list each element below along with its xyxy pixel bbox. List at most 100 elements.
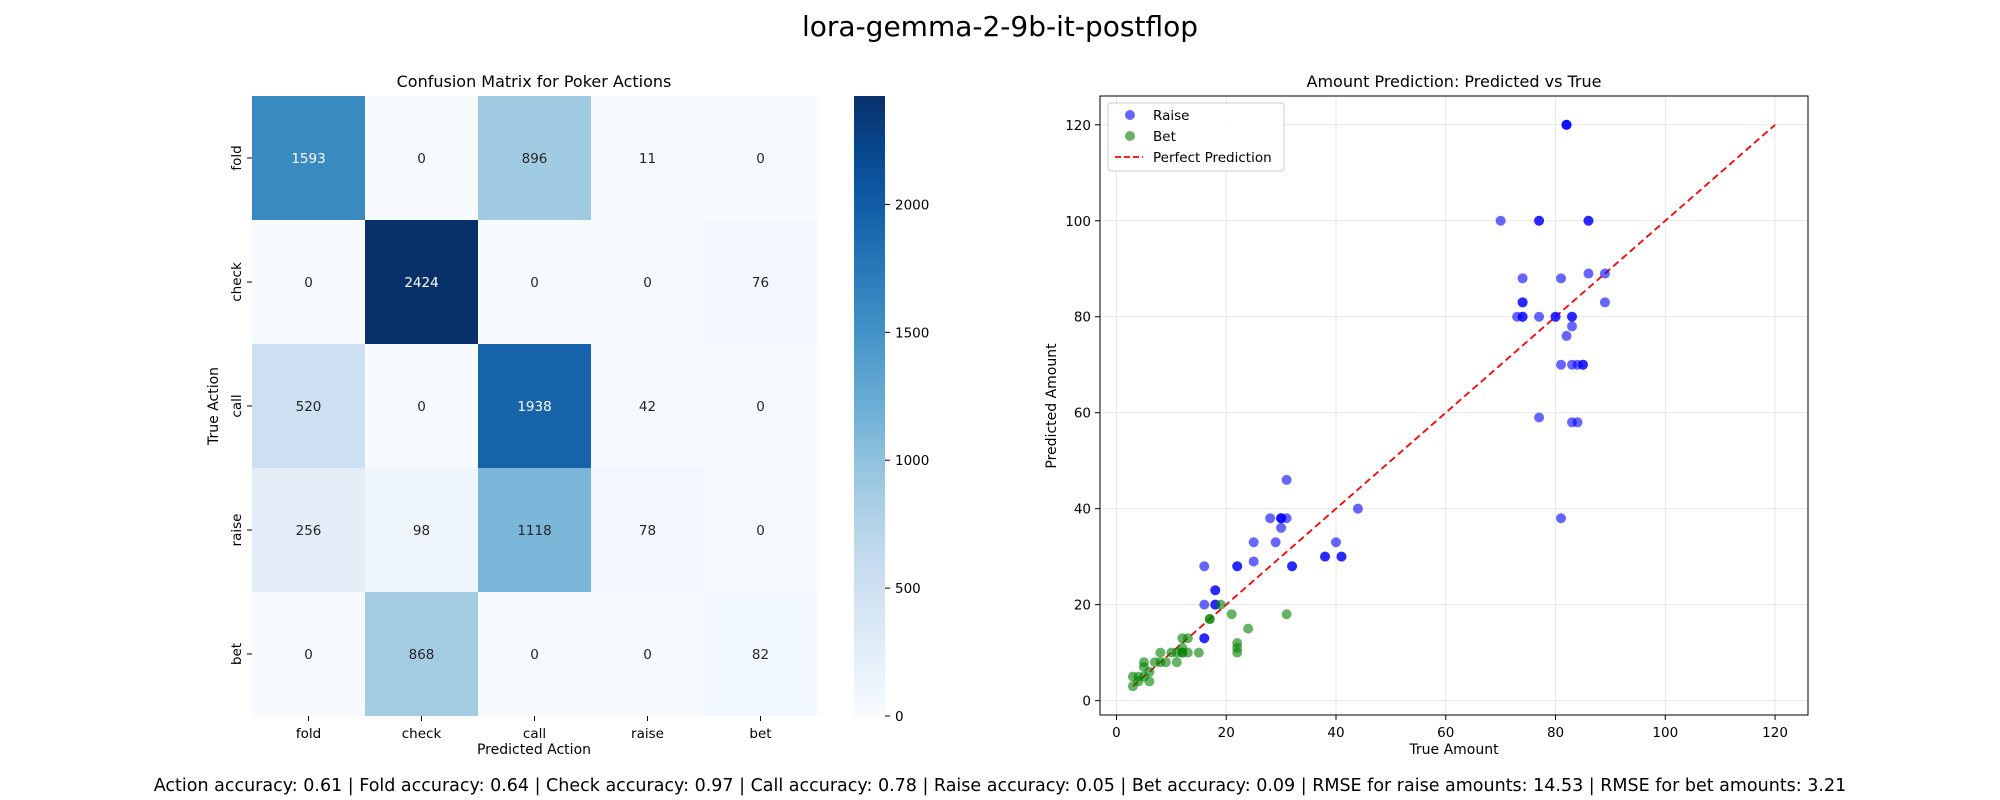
- heatmap-cell-value: 82: [752, 647, 769, 663]
- heatmap-xtick-label: call: [523, 726, 546, 742]
- heatmap-cell: [252, 592, 365, 716]
- scatter-xtick-label: 20: [1218, 725, 1235, 741]
- heatmap-cell-value: 1593: [291, 151, 325, 167]
- heatmap-ytick-label: fold: [229, 145, 245, 170]
- raise-point: [1517, 311, 1528, 322]
- scatter-legend: Raise Bet Perfect Prediction: [1107, 102, 1285, 172]
- raise-point: [1320, 551, 1331, 562]
- bet-point: [1232, 642, 1243, 653]
- heatmap-cell: [478, 468, 591, 592]
- bet-point: [1243, 623, 1254, 634]
- bet-point: [1155, 647, 1166, 658]
- scatter-xlabel: True Amount: [1408, 742, 1499, 758]
- heatmap-cell: [365, 344, 478, 468]
- heatmap-cell-value: 1118: [517, 523, 551, 539]
- scatter-panel: 0 20 40 60 80 100 120 0 20 40 60 80 100 120 Amount Pr…: [1044, 72, 1809, 758]
- heatmap-cells: 1593 0 896 11 0 0 2424 0 0 76 520 0 1938 42 0 256 98 1118…: [252, 96, 817, 716]
- bet-point: [1144, 676, 1155, 687]
- raise-point: [1583, 215, 1594, 226]
- bet-point: [1204, 614, 1215, 625]
- heatmap-cell-value: 2424: [404, 275, 438, 291]
- raise-point: [1199, 633, 1210, 644]
- raise-point: [1336, 551, 1347, 562]
- heatmap-colorbar: 0 500 1000 1500 2000: [854, 96, 929, 725]
- heatmap-cell: [704, 468, 817, 592]
- heatmap-cell-value: 0: [643, 647, 652, 663]
- heatmap-cell-value: 0: [756, 151, 765, 167]
- scatter-ytick-label: 100: [1065, 214, 1091, 230]
- raise-point: [1556, 513, 1567, 524]
- scatter-xtick-label: 80: [1547, 725, 1564, 741]
- heatmap-cell: [591, 344, 704, 468]
- heatmap-cell: [252, 96, 365, 220]
- heatmap-cell: [591, 220, 704, 344]
- heatmap-axes: Confusion Matrix for Poker Actions Predi…: [206, 72, 772, 758]
- raise-point: [1583, 268, 1594, 279]
- figure-title: lora-gemma-2-9b-it-postflop: [802, 10, 1198, 43]
- scatter-ytick-label: 0: [1082, 694, 1091, 710]
- legend-bet-marker: [1125, 131, 1135, 141]
- raise-point: [1517, 273, 1528, 284]
- perfect-prediction-line: [1132, 124, 1776, 687]
- raise-point: [1287, 561, 1298, 572]
- heatmap-cell-value: 0: [756, 399, 765, 415]
- heatmap-ytick-label: bet: [229, 643, 245, 665]
- raise-point: [1352, 503, 1363, 514]
- bet-point: [1215, 599, 1226, 610]
- raise-point: [1534, 215, 1545, 226]
- heatmap-cell: [252, 220, 365, 344]
- heatmap-cell: [478, 592, 591, 716]
- raise-point: [1556, 359, 1567, 370]
- heatmap-cell: [704, 344, 817, 468]
- raise-point: [1534, 412, 1545, 423]
- scatter-grid: [1100, 96, 1808, 715]
- heatmap-cell-value: 896: [522, 151, 548, 167]
- bet-point: [1138, 657, 1149, 668]
- bet-point: [1281, 609, 1292, 620]
- bet-point: [1177, 647, 1188, 658]
- heatmap-cell: [478, 96, 591, 220]
- heatmap-xtick-label: raise: [631, 726, 664, 742]
- heatmap-cell-value: 1938: [517, 399, 551, 415]
- heatmap-cell: [365, 220, 478, 344]
- raise-point: [1599, 268, 1610, 279]
- legend-perfect-label: Perfect Prediction: [1153, 150, 1272, 166]
- bet-point: [1226, 609, 1237, 620]
- raise-point: [1577, 359, 1588, 370]
- heatmap-ylabel: True Action: [206, 367, 222, 446]
- scatter-ytick-label: 20: [1074, 598, 1091, 614]
- bet-point: [1182, 633, 1193, 644]
- raise-point: [1270, 537, 1281, 548]
- heatmap-cell: [365, 96, 478, 220]
- scatter-ytick-label: 120: [1065, 118, 1091, 134]
- confusion-matrix-panel: 1593 0 896 11 0 0 2424 0 0 76 520 0 1938 42 0 256 98 1118…: [206, 72, 929, 758]
- raise-point: [1599, 297, 1610, 308]
- heatmap-cell-value: 42: [639, 399, 656, 415]
- bet-point: [1171, 657, 1182, 668]
- scatter-ytick-label: 60: [1074, 406, 1091, 422]
- scatter-xtick-label: 120: [1762, 725, 1788, 741]
- heatmap-cell: [591, 96, 704, 220]
- colorbar-tick-label: 1000: [895, 453, 929, 469]
- heatmap-cell-value: 0: [530, 647, 539, 663]
- raise-point: [1534, 311, 1545, 322]
- raise-point: [1567, 311, 1577, 322]
- heatmap-cell-value: 0: [417, 151, 426, 167]
- raise-point: [1495, 215, 1506, 226]
- colorbar-gradient: [854, 96, 885, 716]
- raise-point: [1265, 513, 1276, 524]
- heatmap-cell-value: 76: [752, 275, 769, 291]
- bet-point: [1144, 666, 1155, 677]
- raise-point: [1561, 330, 1572, 341]
- raise-point: [1561, 119, 1572, 130]
- heatmap-ytick-label: check: [229, 262, 245, 302]
- heatmap-xlabel: Predicted Action: [477, 742, 591, 758]
- raise-point: [1199, 561, 1210, 572]
- heatmap-cell: [704, 96, 817, 220]
- scatter-points: [1127, 119, 1610, 692]
- raise-point: [1517, 297, 1528, 308]
- heatmap-xtick-label: bet: [749, 726, 771, 742]
- heatmap-title: Confusion Matrix for Poker Actions: [397, 72, 672, 91]
- legend-bet-label: Bet: [1153, 129, 1176, 145]
- bet-point: [1193, 647, 1204, 658]
